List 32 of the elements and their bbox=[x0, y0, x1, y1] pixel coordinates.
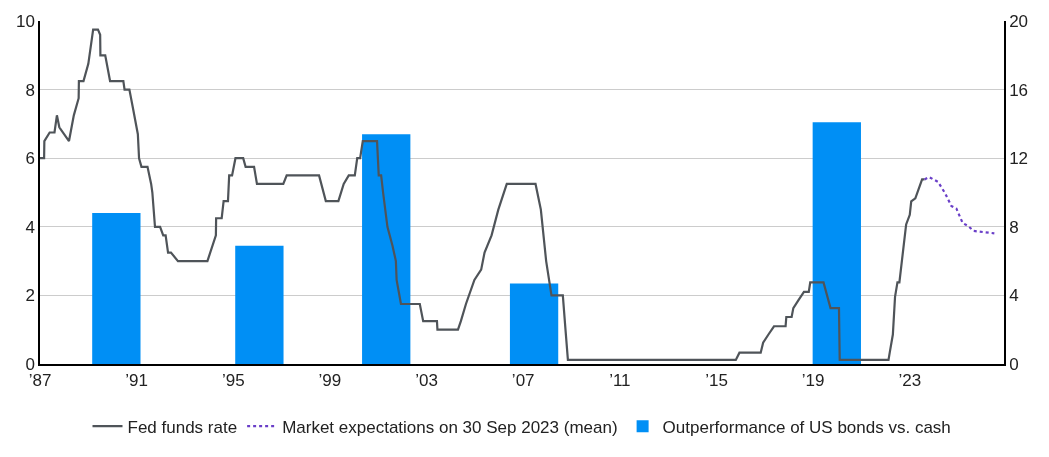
bar bbox=[812, 122, 861, 364]
bar bbox=[235, 245, 284, 364]
y2-tick-label: 0 bbox=[1009, 354, 1019, 374]
x-tick-label: ’95 bbox=[221, 371, 245, 391]
bar bbox=[362, 134, 411, 364]
x-tick-label: ’87 bbox=[28, 371, 52, 391]
x-tick-label: ’11 bbox=[609, 371, 631, 391]
y-tick-label: 10 bbox=[15, 11, 35, 31]
x-tick-label: ’91 bbox=[125, 371, 148, 391]
x-tick-label: ’23 bbox=[898, 371, 922, 391]
y2-tick-label: 12 bbox=[1009, 149, 1029, 169]
y-tick-label: 0 bbox=[25, 354, 35, 374]
y-tick-label: 6 bbox=[25, 149, 35, 169]
y2-tick-label: 16 bbox=[1009, 80, 1029, 100]
line-series bbox=[40, 28, 926, 361]
y-tick-label: 2 bbox=[25, 286, 35, 306]
x-tick-label: ’15 bbox=[705, 371, 728, 391]
legend-label: Outperformance of US bonds vs. cash bbox=[662, 417, 951, 437]
x-tick-label: ’03 bbox=[415, 371, 438, 391]
x-tick-label: ’99 bbox=[318, 371, 342, 391]
y2-tick-label: 20 bbox=[1009, 11, 1029, 31]
x-tick-label: ’07 bbox=[511, 371, 535, 391]
y-tick-label: 4 bbox=[25, 217, 35, 237]
y-tick-label: 8 bbox=[25, 80, 35, 100]
legend-label: Fed funds rate bbox=[127, 417, 238, 437]
y2-tick-label: 8 bbox=[1009, 217, 1019, 237]
x-tick-label: ’19 bbox=[801, 371, 825, 391]
line-series bbox=[923, 175, 996, 235]
legend-label: Market expectations on 30 Sep 2023 (mean) bbox=[282, 417, 618, 437]
y2-tick-label: 4 bbox=[1009, 286, 1019, 306]
bar bbox=[92, 213, 141, 364]
bar bbox=[509, 283, 559, 364]
